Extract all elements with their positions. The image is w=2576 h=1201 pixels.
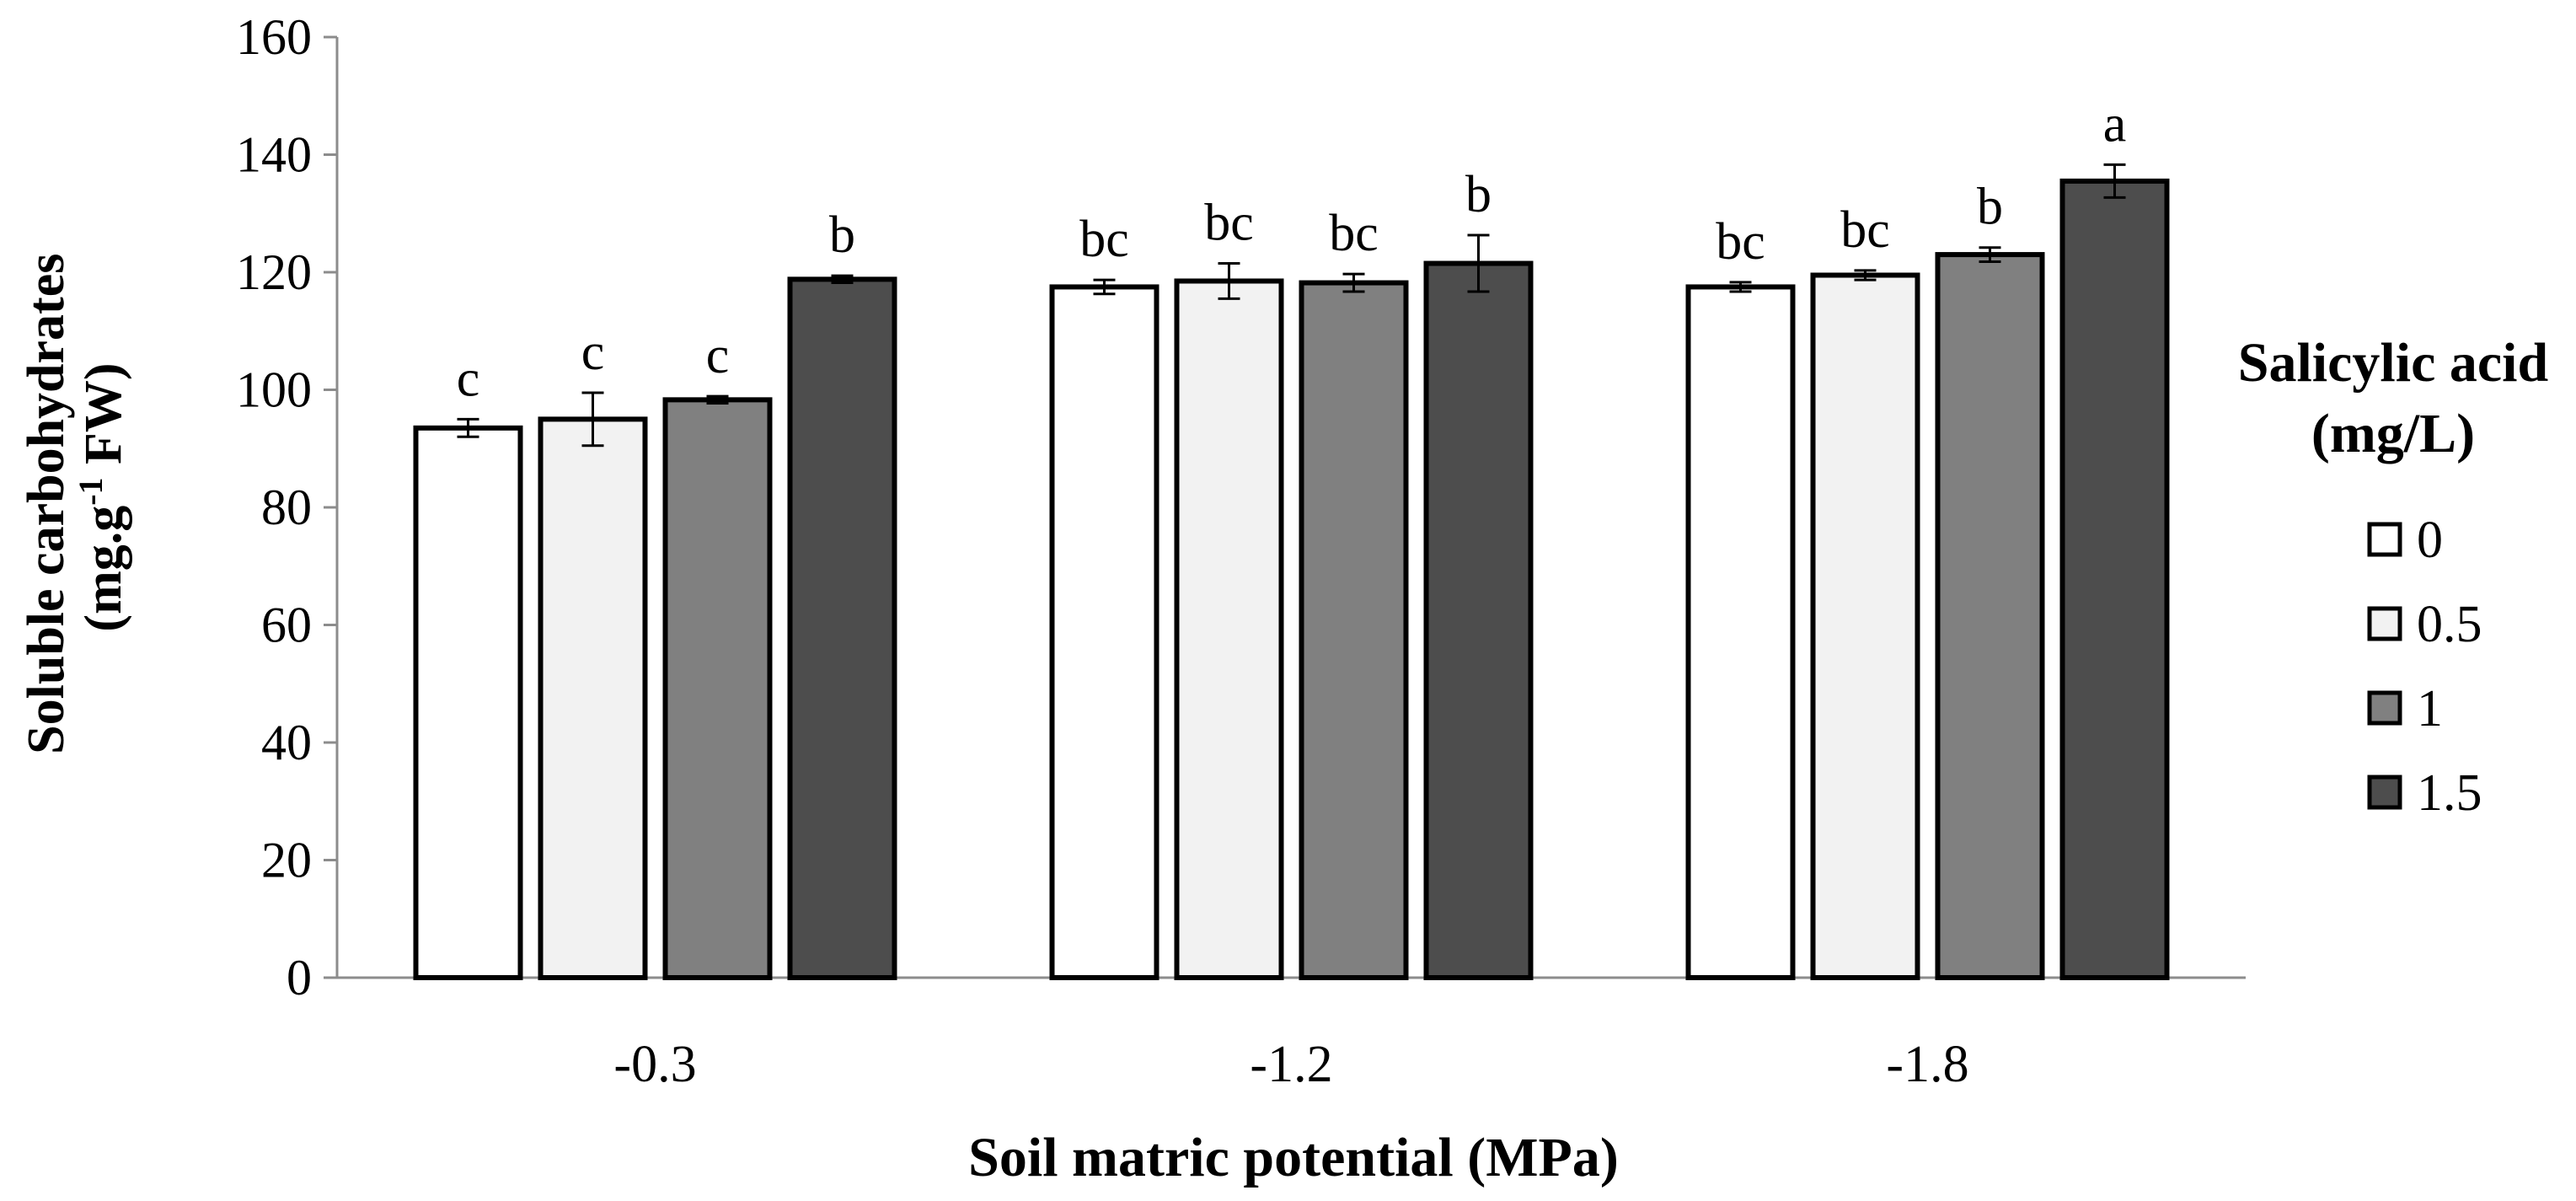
significance-letter: c: [457, 350, 480, 407]
legend-label: 1: [2417, 680, 2443, 737]
legend-swatch: [2367, 775, 2402, 810]
x-tick-label: -0.3: [613, 1036, 696, 1093]
significance-letter: bc: [1716, 213, 1765, 271]
x-tick-label: -1.8: [1886, 1036, 1968, 1093]
bar: [1174, 278, 1284, 980]
y-axis-title: Soluble carbohydrates (mg.g-1 FW): [18, 240, 132, 754]
significance-letter: bc: [1079, 211, 1129, 268]
significance-letter: c: [706, 327, 730, 384]
y-axis-title-unit: (mg.g-1 FW): [72, 362, 133, 631]
significance-letter: bc: [1840, 201, 1890, 259]
legend-label: 0.5: [2417, 596, 2482, 653]
bar: [1299, 280, 1409, 980]
y-tick-label: 100: [236, 362, 312, 418]
y-tick-label: 20: [261, 833, 312, 888]
significance-letter: b: [1465, 166, 1492, 223]
y-axis-unit-prefix: (mg.g: [75, 506, 132, 632]
y-axis-title-main: Soluble carbohydrates: [18, 254, 75, 754]
bar: [662, 397, 773, 981]
bar: [787, 276, 897, 980]
legend-swatch: [2367, 522, 2402, 557]
bar: [1049, 284, 1159, 980]
y-tick-label: 0: [287, 950, 312, 1005]
legend-title: Salicylic acid: [2238, 332, 2548, 394]
bar: [1935, 252, 2045, 980]
bar: [2059, 178, 2170, 980]
y-tick-label: 80: [261, 480, 312, 535]
legend-label: 1.5: [2417, 764, 2482, 822]
significance-letter: bc: [1204, 195, 1254, 252]
bars: c bc bc c bc bc c bc b b b a: [413, 95, 2170, 981]
legend-label: 0: [2417, 512, 2443, 569]
y-tick-label: 60: [261, 598, 312, 653]
y-tick-label: 160: [236, 9, 312, 65]
y-tick-label: 120: [236, 244, 312, 300]
x-tick-label: -1.2: [1250, 1036, 1332, 1093]
x-axis-title: Soil matric potential (MPa): [968, 1127, 1619, 1188]
legend-swatch: [2367, 606, 2402, 641]
significance-letter: bc: [1329, 205, 1379, 262]
legend-swatch: [2367, 690, 2402, 726]
significance-letter: c: [581, 324, 605, 381]
legend-title: (mg/L): [2311, 403, 2475, 464]
bar: [1810, 272, 1920, 980]
y-axis-unit-superscript: -1: [72, 477, 110, 505]
bar: [538, 416, 648, 980]
significance-letter: b: [829, 206, 855, 264]
bar: [1685, 284, 1796, 980]
y-tick-label: 40: [261, 715, 312, 770]
bar: [1423, 260, 1534, 981]
significance-letter: b: [1977, 179, 2003, 236]
bar: [413, 425, 523, 980]
legend: Salicylic acid (mg/L) 0 0.5 1 1.5: [2238, 332, 2548, 822]
x-axis: -0.3 -1.2 -1.8: [337, 976, 2246, 1093]
y-axis: 0 20 40 60 80 100 120 140 160: [236, 9, 339, 1005]
y-axis-unit-suffix: FW): [75, 362, 132, 477]
significance-letter: a: [2103, 95, 2127, 153]
y-tick-label: 140: [236, 127, 312, 183]
